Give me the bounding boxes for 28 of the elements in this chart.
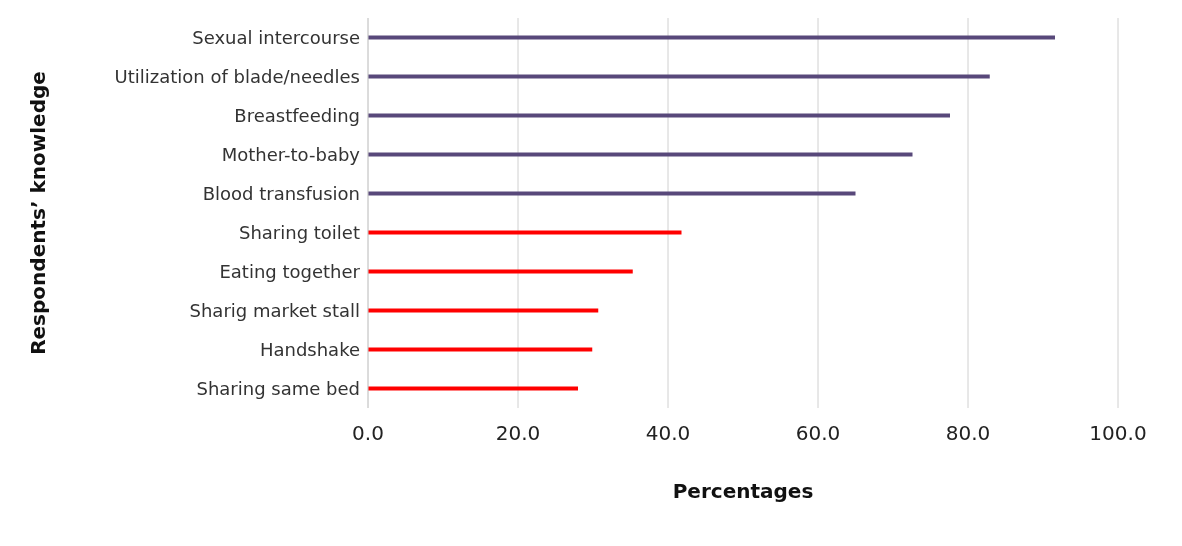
bar [368, 230, 682, 235]
bar [368, 347, 593, 352]
y-tick-label: Sharing same bed [196, 377, 360, 399]
y-tick-label: Sexual intercourse [192, 26, 360, 48]
bar [368, 308, 599, 313]
y-tick-label: Utilization of blade/needles [114, 65, 360, 87]
y-axis-title: Respondents’ knowledge [26, 71, 51, 355]
x-tick-label: 80.0 [945, 421, 991, 446]
bar [368, 386, 578, 391]
x-tick-label: 0.0 [352, 421, 384, 446]
x-tick-label: 60.0 [795, 421, 841, 446]
bar [368, 74, 990, 79]
x-axis-title: Percentages [672, 479, 814, 503]
bar [368, 113, 950, 118]
y-tick-label: Blood transfusion [202, 182, 360, 204]
bar [368, 269, 633, 274]
x-tick-label: 40.0 [645, 421, 691, 446]
x-tick-label: 100.0 [1089, 421, 1147, 446]
y-tick-label: Mother-to-baby [221, 143, 361, 165]
y-tick-label: Sharing toilet [238, 221, 360, 243]
y-tick-label: Sharig market stall [189, 299, 360, 321]
bar [368, 191, 856, 196]
y-tick-label: Handshake [259, 338, 360, 360]
y-tick-label: Breastfeeding [234, 104, 360, 126]
bar [368, 152, 913, 157]
bar [368, 35, 1055, 40]
y-tick-label: Eating together [219, 260, 361, 282]
x-tick-label: 20.0 [495, 421, 541, 446]
